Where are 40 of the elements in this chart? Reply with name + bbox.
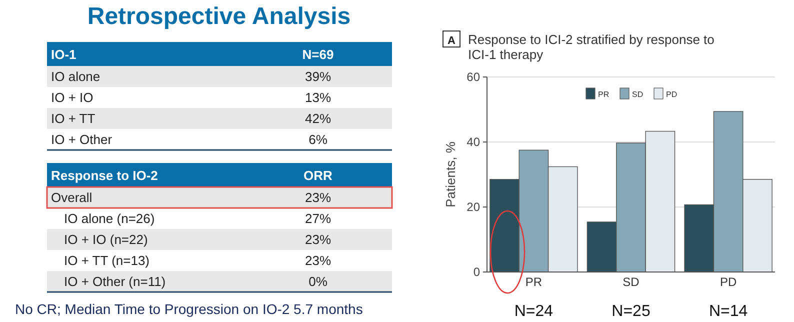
text: 23% [304,190,332,205]
text: 42% [304,111,332,126]
text: ORR [304,168,334,183]
category-label: IO alone (n=26) [64,211,155,226]
x-tick-label: SD [622,275,640,289]
legend-label: PD [666,90,678,99]
y-tick-label: 0 [473,265,480,279]
category-label: IO + IO (n=22) [64,232,148,247]
text: IO-1 [51,47,76,62]
text: 13% [304,90,332,105]
text: 27% [304,211,332,226]
y-tick-label: 40 [466,135,480,149]
text: Response to IO-2 [51,168,158,183]
text: N=14 [708,303,748,320]
category-label: Overall [51,190,92,205]
text: Retrospective Analysis [87,3,351,30]
chart-title: Response to ICI-2 stratified by response to ICI-1 therapy [468,32,714,62]
text: 6% [308,132,328,147]
x-tick-label: PR [525,275,542,289]
category-label: IO + IO [51,90,94,105]
y-tick-label: 60 [466,70,480,84]
text: N=24 [514,303,554,320]
text: N=69 [302,47,334,62]
y-tick-label: 20 [466,200,480,214]
category-label: IO + Other (n=11) [64,274,166,289]
text: No CR; Median Time to Progression on IO-2 5.7 months [15,301,363,317]
category-label: IO alone [51,69,100,84]
legend-label: SD [632,90,644,99]
panel-label-box: A [442,30,460,48]
text: 23% [304,232,332,247]
legend-label: PR [598,90,610,99]
category-label: IO + Other [51,132,113,147]
text: 0% [308,274,328,289]
y-axis-title: Patients, % [443,141,458,208]
x-tick-label: PD [720,275,737,289]
text: 39% [304,69,332,84]
text: 23% [304,253,332,268]
category-label: IO + TT [51,111,96,126]
category-label: IO + TT (n=13) [64,253,150,268]
text: N=25 [612,303,650,320]
